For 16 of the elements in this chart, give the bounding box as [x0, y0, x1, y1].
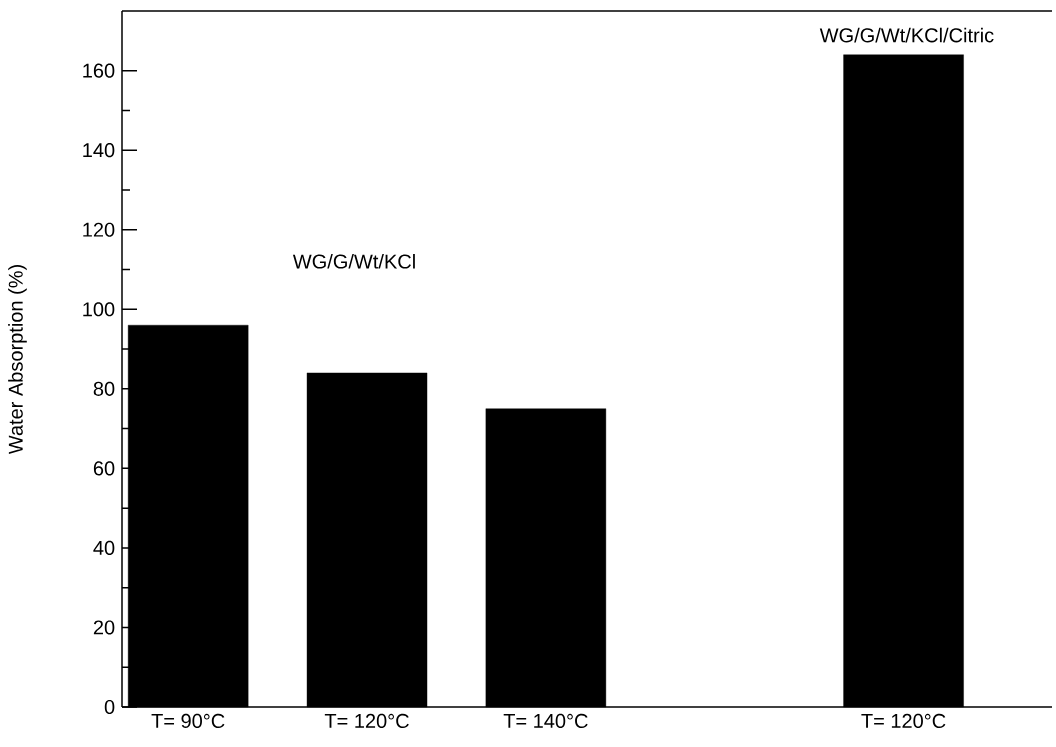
y-tick-label: 0 — [104, 699, 115, 715]
y-tick-label: 100 — [83, 302, 115, 317]
y-tick-label: 20 — [93, 620, 115, 635]
y-tick-label: 160 — [83, 63, 115, 78]
annotation: WG/G/Wt/KCl — [292, 253, 415, 269]
x-tick-label: T= 120°C — [861, 713, 946, 729]
y-axis-title: Water Absorption (%) — [8, 265, 27, 455]
annotation: WG/G/Wt/KCl/Citric — [819, 27, 994, 43]
x-tick-label: T= 90°C — [151, 713, 225, 729]
y-tick-label: 40 — [93, 540, 115, 555]
x-tick-label: T= 140°C — [503, 713, 588, 729]
y-tick-label: 60 — [93, 461, 115, 476]
y-tick-label: 120 — [83, 222, 115, 237]
y-tick-label: 140 — [83, 143, 115, 158]
x-tick-label: T= 120°C — [324, 713, 409, 729]
y-tick-label: 80 — [93, 381, 115, 396]
